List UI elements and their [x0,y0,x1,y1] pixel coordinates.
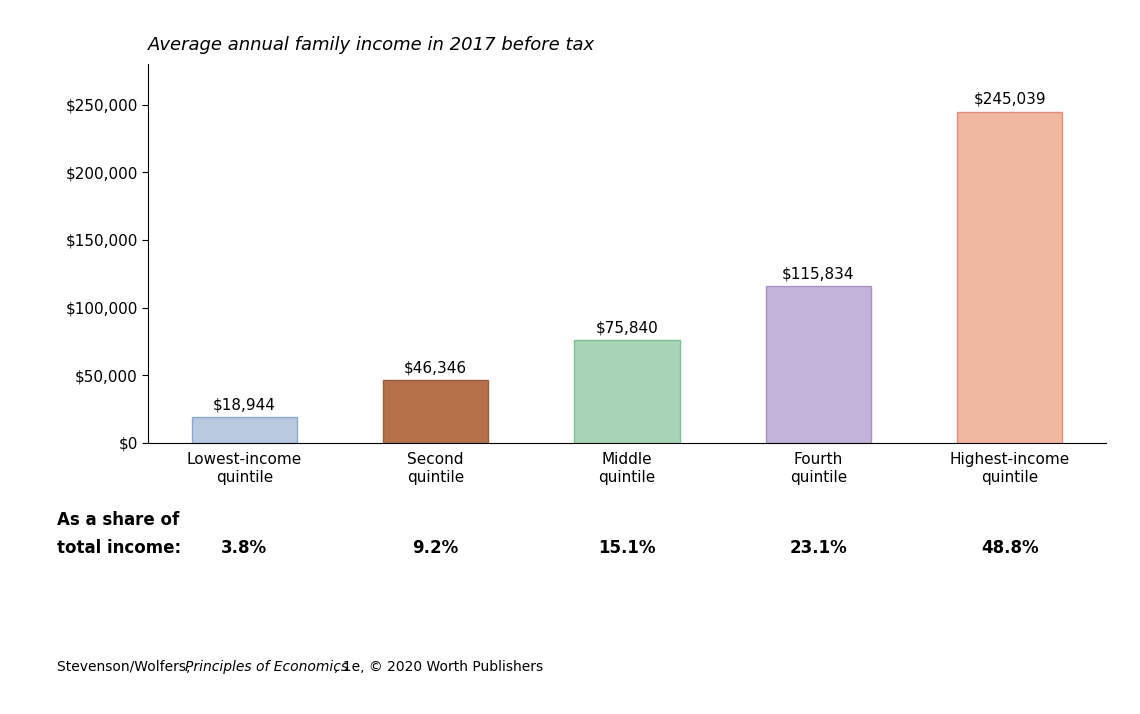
Text: $75,840: $75,840 [595,321,659,336]
Text: total income:: total income: [57,539,181,558]
Text: $18,944: $18,944 [213,398,276,413]
Bar [383,380,488,443]
Text: As a share of: As a share of [57,511,179,529]
Text: 48.8%: 48.8% [980,539,1039,558]
Bar [958,111,1062,443]
Text: 9.2%: 9.2% [413,539,458,558]
Text: Average annual family income in 2017 before tax: Average annual family income in 2017 bef… [148,36,595,54]
Text: $115,834: $115,834 [782,266,855,281]
Text: $46,346: $46,346 [404,361,467,376]
Bar [192,417,296,443]
Text: Stevenson/Wolfers,: Stevenson/Wolfers, [57,660,195,674]
Bar [575,340,679,443]
Text: 15.1%: 15.1% [598,539,655,558]
Text: 3.8%: 3.8% [221,539,268,558]
Text: 23.1%: 23.1% [790,539,847,558]
Text: , 1e, © 2020 Worth Publishers: , 1e, © 2020 Worth Publishers [334,660,543,674]
Text: $245,039: $245,039 [974,92,1047,107]
Text: Principles of Economics: Principles of Economics [185,660,348,674]
Bar [766,286,871,443]
